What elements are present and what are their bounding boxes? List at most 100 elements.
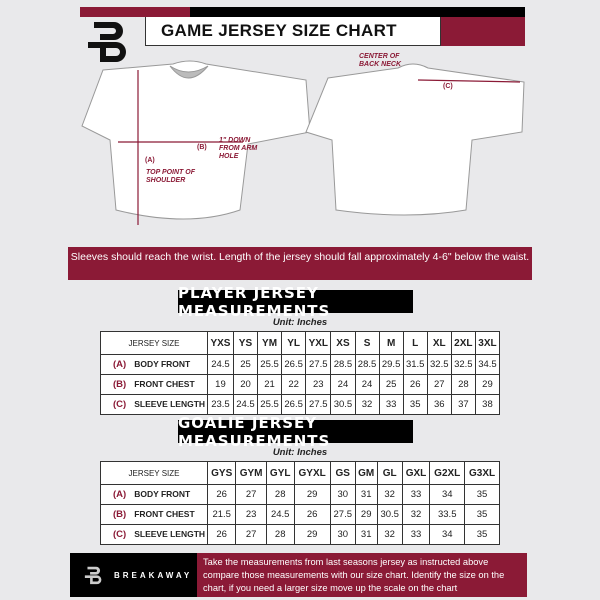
measurement-cell: 32 <box>376 484 403 505</box>
player-unit-label: Unit: Inches <box>272 317 328 328</box>
measurement-cell: 29 <box>293 484 331 505</box>
measurement-cell: 32.5 <box>426 354 452 375</box>
title-accent-block <box>441 17 525 46</box>
row-label: (B) FRONT CHEST <box>100 374 208 395</box>
goalie-section-title: GOALIE JERSEY MEASUREMENTS <box>178 414 413 450</box>
measurement-cell: 32 <box>354 394 380 415</box>
row-name: BODY FRONT <box>134 489 191 499</box>
size-header-gm: GM <box>354 461 378 485</box>
measurement-cell: 26.5 <box>281 394 307 415</box>
label-b: (B) <box>197 144 207 151</box>
table-row: (C) SLEEVE LENGTH 23.5 24.5 25.5 26.5 27.5 30.5… <box>100 394 501 415</box>
measurement-cell: 24 <box>354 374 380 395</box>
measurement-cell: 31.5 <box>402 354 428 375</box>
jersey-size-header: JERSEY SIZE <box>100 331 208 355</box>
measurement-cell: 22 <box>281 374 307 395</box>
measurement-cell: 27 <box>426 374 452 395</box>
front-jersey-drawing <box>81 60 311 220</box>
back-jersey-drawing <box>305 63 525 216</box>
jersey-diagram <box>81 60 525 225</box>
table-row: (B) FRONT CHEST 21.5 23 24.5 26 27.5 29 30.5 32 33… <box>100 504 500 525</box>
measurement-cell: 28 <box>265 484 295 505</box>
player-size-table: JERSEY SIZE YXS YS YM YL YXL XS S M L XL 2XL 3XL (A… <box>100 331 501 415</box>
size-header-yxs: YXS <box>207 331 234 355</box>
size-header-gys: GYS <box>206 461 237 485</box>
measurement-cell: 25.5 <box>257 354 283 375</box>
measurement-cell: 34 <box>429 484 466 505</box>
size-header-gl: GL <box>376 461 403 485</box>
measurement-cell: 29 <box>474 374 501 395</box>
measurement-cell: 26 <box>206 524 237 545</box>
measurement-cell: 26 <box>206 484 237 505</box>
measurement-cell: 26 <box>402 374 428 395</box>
row-name: SLEEVE LENGTH <box>134 529 206 539</box>
fit-guidance-banner: Sleeves should reach the wrist. Length o… <box>68 247 532 280</box>
size-header-gym: GYM <box>235 461 267 485</box>
player-section-title: PLAYER JERSEY MEASUREMENTS <box>178 284 413 320</box>
measurement-cell: 33 <box>378 394 404 415</box>
measurement-cell: 33 <box>401 524 431 545</box>
measurement-cell: 28 <box>265 524 295 545</box>
measurement-cell: 25.5 <box>257 394 283 415</box>
row-key: (A) <box>113 489 127 500</box>
measurement-cell: 30.5 <box>330 394 356 415</box>
size-header-g3xl: G3XL <box>464 461 500 485</box>
size-header-s: S <box>354 331 380 355</box>
measurement-cell: 23.5 <box>207 394 234 415</box>
row-name: BODY FRONT <box>134 359 191 369</box>
measurement-cell: 34.5 <box>474 354 501 375</box>
measurement-cell: 24.5 <box>207 354 234 375</box>
size-header-gyl: GYL <box>265 461 295 485</box>
table-header-row: JERSEY SIZE YXS YS YM YL YXL XS S M L XL 2XL 3XL <box>100 331 501 355</box>
breakaway-logo-icon <box>84 566 102 585</box>
top-shoulder-note: TOP POINT OF SHOULDER <box>146 169 196 184</box>
measurement-cell: 24.5 <box>265 504 295 525</box>
measurement-cell: 38 <box>474 394 501 415</box>
measurement-cell: 29.5 <box>378 354 404 375</box>
table-row: (C) SLEEVE LENGTH 26 27 28 29 30 31 32 33 34 35 <box>100 524 500 545</box>
row-label: (C) SLEEVE LENGTH <box>100 524 208 545</box>
footer-brand: BREAKAWAY <box>70 553 197 597</box>
row-key: (C) <box>113 399 127 410</box>
size-header-gs: GS <box>329 461 356 485</box>
goalie-unit-label: Unit: Inches <box>272 447 328 458</box>
measurement-cell: 27 <box>235 484 267 505</box>
brand-name: BREAKAWAY <box>114 570 193 580</box>
row-key: (B) <box>113 379 127 390</box>
measurement-cell: 33.5 <box>429 504 466 525</box>
measurement-cell: 35 <box>402 394 428 415</box>
measurement-cell: 34 <box>429 524 466 545</box>
table-header-row: JERSEY SIZE GYS GYM GYL GYXL GS GM GL GXL G2XL G3… <box>100 461 500 485</box>
measurement-cell: 28 <box>450 374 476 395</box>
size-header-xl: XL <box>426 331 452 355</box>
measurement-cell: 27.5 <box>305 394 332 415</box>
measurement-cell: 20 <box>232 374 259 395</box>
size-header-gxl: GXL <box>401 461 431 485</box>
table-row: (A) BODY FRONT 26 27 28 29 30 31 32 33 34 35 <box>100 484 500 505</box>
measurement-cell: 19 <box>207 374 234 395</box>
measurement-cell: 36 <box>426 394 452 415</box>
measurement-cell: 33 <box>401 484 431 505</box>
measurement-cell: 25 <box>378 374 404 395</box>
measurement-cell: 27.5 <box>329 504 356 525</box>
measurement-cell: 31 <box>354 524 378 545</box>
row-name: FRONT CHEST <box>134 509 195 519</box>
measurement-cell: 32 <box>401 504 431 525</box>
row-label: (A) BODY FRONT <box>100 484 208 505</box>
size-header-xs: XS <box>330 331 356 355</box>
size-header-l: L <box>402 331 428 355</box>
table-row: (B) FRONT CHEST 19 20 21 22 23 24 24 25 26 27 28 29 <box>100 374 501 395</box>
row-key: (C) <box>113 529 127 540</box>
measurement-cell: 21 <box>257 374 283 395</box>
measurement-cell: 30 <box>329 484 356 505</box>
goalie-size-table: JERSEY SIZE GYS GYM GYL GYXL GS GM GL GXL G2XL G3… <box>100 461 500 545</box>
size-header-m: M <box>378 331 404 355</box>
row-key: (B) <box>113 509 127 520</box>
top-black-bar <box>190 7 525 17</box>
row-label: (C) SLEEVE LENGTH <box>100 394 208 415</box>
measurement-cell: 21.5 <box>206 504 237 525</box>
measurement-cell: 24.5 <box>232 394 259 415</box>
measurement-cell: 23 <box>235 504 267 525</box>
row-name: FRONT CHEST <box>134 379 195 389</box>
size-header-yl: YL <box>281 331 307 355</box>
